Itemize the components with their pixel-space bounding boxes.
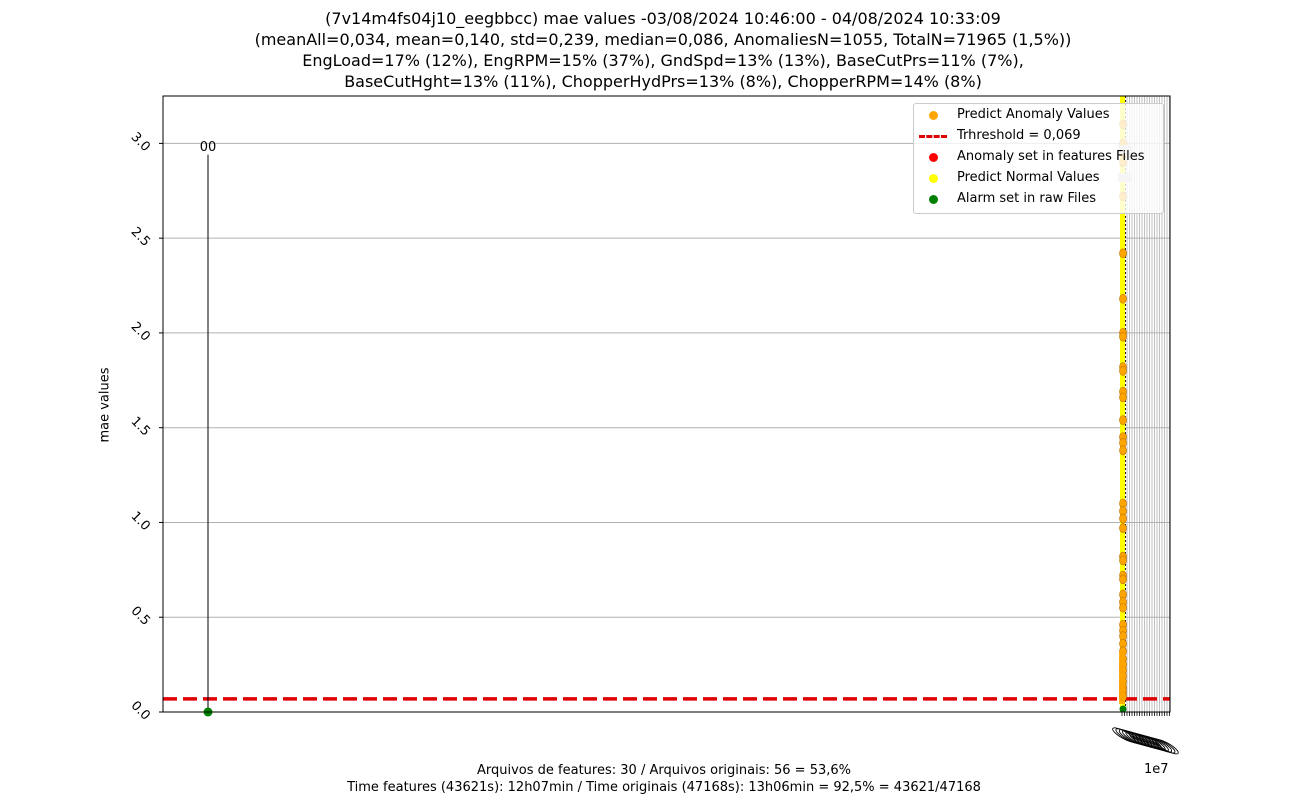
annotation-label: 00 bbox=[200, 140, 217, 155]
anomaly-point bbox=[1119, 523, 1127, 533]
y-tick-label: 2.5 bbox=[128, 225, 153, 250]
legend-item-predict-normal: Predict Normal Values bbox=[914, 168, 1163, 189]
title-line-4: BaseCutHght=13% (11%), ChopperHydPrs=13%… bbox=[344, 72, 982, 91]
legend-marker bbox=[929, 153, 938, 162]
legend-label: Alarm set in raw Files bbox=[957, 191, 1096, 206]
title-line-2: (meanAll=0,034, mean=0,140, std=0,239, m… bbox=[254, 30, 1072, 49]
anomaly-point bbox=[1119, 331, 1127, 342]
y-axis: 0.0 0.5 1.0 1.5 2.0 2.5 3.0 bbox=[128, 130, 163, 724]
x-tick-label bbox=[1151, 738, 1176, 754]
anomaly-dense-band bbox=[1119, 651, 1125, 704]
legend-label: Trhreshold = 0,069 bbox=[957, 128, 1081, 143]
anomaly-point bbox=[1119, 294, 1127, 304]
footer-caption: Arquivos de features: 30 / Arquivos orig… bbox=[0, 762, 1300, 796]
title-line-1: (7v14m4fs04j10_eegbbcc) mae values -03/0… bbox=[325, 9, 1001, 28]
legend-marker bbox=[929, 195, 938, 204]
y-tick-label: 3.0 bbox=[128, 130, 153, 155]
legend-label: Predict Anomaly Values bbox=[957, 107, 1110, 122]
x-tick-label bbox=[1148, 737, 1173, 753]
y-tick-label: 0.5 bbox=[128, 604, 153, 629]
legend-item-predict-anomaly: Predict Anomaly Values bbox=[914, 105, 1163, 126]
legend-marker bbox=[929, 174, 938, 183]
y-tick-label: 1.5 bbox=[128, 414, 153, 439]
y-tick-label: 0.0 bbox=[128, 698, 153, 723]
legend-marker bbox=[929, 111, 938, 120]
legend-label: Anomaly set in features Files bbox=[957, 149, 1145, 164]
normal-values-band bbox=[1120, 96, 1125, 712]
legend-marker bbox=[919, 135, 947, 138]
y-tick-label: 2.0 bbox=[128, 319, 153, 344]
anomaly-point bbox=[1119, 445, 1127, 456]
anomaly-point bbox=[1119, 392, 1127, 403]
title-line-3: EngLoad=17% (12%), EngRPM=15% (37%), Gnd… bbox=[302, 51, 1024, 70]
legend-label: Predict Normal Values bbox=[957, 170, 1100, 185]
anomaly-point bbox=[1119, 513, 1127, 524]
y-tick-label: 1.0 bbox=[128, 509, 153, 534]
footer-line-2: Time features (43621s): 12h07min / Time … bbox=[347, 780, 981, 795]
x-axis-scale-label: 1e7 bbox=[1144, 762, 1169, 777]
y-axis-label: mae values bbox=[97, 367, 113, 443]
alarm-point bbox=[1119, 705, 1127, 713]
x-axis bbox=[1112, 712, 1179, 755]
chart-title: (7v14m4fs04j10_eegbbcc) mae values -03/0… bbox=[0, 8, 1300, 92]
anomaly-point bbox=[1119, 366, 1127, 376]
legend-item-threshold: Trhreshold = 0,069 bbox=[914, 126, 1163, 147]
anomaly-point bbox=[1119, 574, 1127, 585]
anomaly-point bbox=[1119, 248, 1127, 259]
footer-line-1: Arquivos de features: 30 / Arquivos orig… bbox=[477, 763, 851, 778]
legend-item-alarm-raw: Alarm set in raw Files bbox=[914, 189, 1163, 210]
anomaly-point bbox=[1119, 415, 1127, 425]
x-tick-label bbox=[1145, 736, 1169, 752]
anomaly-point bbox=[1119, 555, 1127, 566]
plot-frame bbox=[162, 95, 1171, 713]
legend: Predict Anomaly Values Trhreshold = 0,06… bbox=[913, 103, 1164, 214]
legend-item-anomaly-features: Anomaly set in features Files bbox=[914, 147, 1163, 168]
anomaly-point bbox=[1119, 602, 1127, 613]
x-tick-label bbox=[1155, 739, 1179, 755]
